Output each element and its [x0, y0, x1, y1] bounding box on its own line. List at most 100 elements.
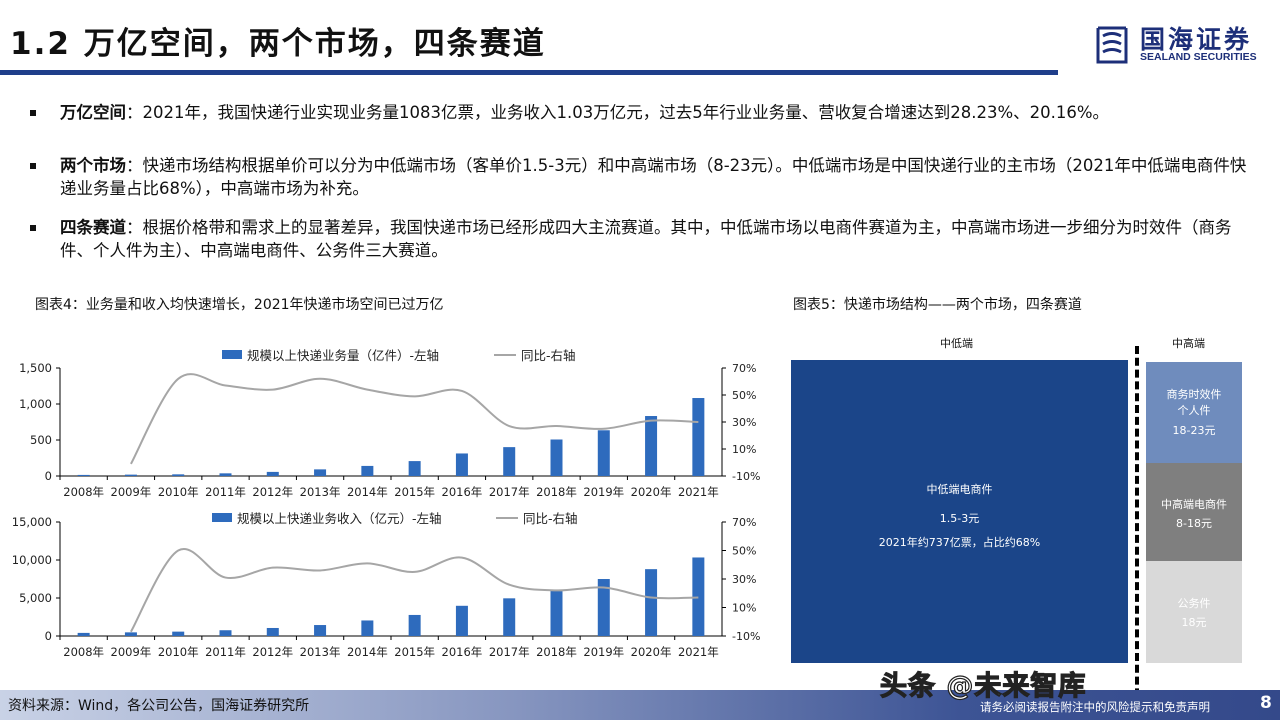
x-tick-label: 2009年 — [111, 485, 152, 499]
bar — [219, 630, 232, 636]
bullet-text: ：根据价格带和需求上的显著差异，我国快递市场已经形成四大主流赛道。其中，中低端市… — [60, 218, 1232, 260]
logo-text: 国海证券 — [1140, 25, 1253, 54]
x-tick-label: 2014年 — [347, 645, 388, 659]
disclaimer: 请务必阅读报告附注中的风险提示和免责声明 — [980, 700, 1210, 714]
bullet-four-tracks: 四条赛道：根据价格带和需求上的显著差异，我国快递市场已经形成四大主流赛道。其中，… — [30, 216, 1255, 262]
left-tick-label: 5,000 — [19, 591, 52, 605]
market-divider — [1135, 346, 1139, 720]
segment-price: 18-23元 — [1172, 424, 1216, 437]
x-tick-label: 2017年 — [489, 645, 530, 659]
right-tick-label: -10% — [732, 470, 760, 483]
segment-price: 1.5-3元 — [939, 512, 980, 525]
x-tick-label: 2021年 — [678, 645, 719, 659]
left-tick-label: 0 — [45, 469, 52, 483]
x-tick-label: 2016年 — [442, 485, 483, 499]
bullet-trillion-space: 万亿空间：2021年，我国快递行业实现业务量1083亿票，业务收入1.03万亿元… — [30, 101, 1255, 124]
right-tick-label: 30% — [732, 573, 756, 586]
right-tick-label: 50% — [732, 389, 756, 402]
bar — [172, 631, 185, 636]
bar — [503, 598, 516, 636]
bar — [124, 632, 137, 636]
express-charts: 0 500 1,000 1,500 -10% 10% 30% 50% 70% 2008年 2009年… — [12, 348, 760, 659]
official-segment: 公务件 18元 — [1146, 561, 1242, 663]
segment-name: 中低端电商件 — [926, 483, 993, 496]
legend-bar-label: 规模以上快递业务量（亿件）-左轴 — [247, 348, 439, 363]
x-tick-label: 2011年 — [205, 645, 246, 659]
low-end-label: 中低端 — [940, 337, 973, 350]
x-tick-label: 2019年 — [583, 485, 624, 499]
sealand-logo-icon — [1096, 26, 1128, 64]
right-tick-label: 70% — [732, 362, 756, 375]
left-tick-label: 1,000 — [19, 397, 52, 411]
right-tick-label: 50% — [732, 545, 756, 558]
footer-bar — [0, 690, 1280, 720]
bar — [361, 465, 374, 476]
legend-line-label: 同比-右轴 — [523, 511, 578, 526]
left-tick-label: 0 — [45, 629, 52, 643]
bar — [503, 447, 516, 476]
bar — [550, 439, 563, 476]
bar — [597, 430, 610, 476]
x-tick-label: 2018年 — [536, 645, 577, 659]
figure-caption-left: 图表4：业务量和收入均快速增长，2021年快递市场空间已过万亿 — [35, 297, 444, 313]
bar — [408, 614, 421, 636]
bullet-label: 万亿空间 — [60, 103, 126, 122]
x-tick-label: 2012年 — [252, 485, 293, 499]
bar — [597, 579, 610, 636]
x-tick-label: 2020年 — [631, 645, 672, 659]
right-tick-label: 10% — [732, 443, 756, 456]
bullet-text: ：2021年，我国快递行业实现业务量1083亿票，业务收入1.03万亿元，过去5… — [126, 103, 1110, 122]
bar — [645, 416, 658, 476]
title-divider — [0, 70, 1058, 75]
x-tick-label: 2021年 — [678, 485, 719, 499]
legend-bar-swatch — [212, 513, 232, 522]
bar — [266, 471, 279, 476]
right-tick-label: 10% — [732, 602, 756, 615]
bar — [692, 398, 705, 476]
high-end-ecommerce-segment: 中高端电商件 8-18元 — [1146, 463, 1242, 561]
low-end-ecommerce-block: 中低端电商件 1.5-3元 2021年约737亿票，占比约68% — [791, 360, 1128, 663]
bar — [124, 474, 137, 476]
x-tick-label: 2009年 — [111, 645, 152, 659]
x-tick-label: 2008年 — [63, 485, 104, 499]
right-tick-label: -10% — [732, 630, 760, 643]
bar — [455, 605, 468, 636]
x-tick-label: 2015年 — [394, 485, 435, 499]
bar — [361, 620, 374, 636]
x-tick-label: 2008年 — [63, 645, 104, 659]
bullet-icon — [30, 163, 36, 169]
x-tick-label: 2010年 — [158, 645, 199, 659]
right-tick-label: 70% — [732, 516, 756, 529]
legend-line-label: 同比-右轴 — [521, 348, 576, 363]
x-tick-label: 2013年 — [300, 645, 341, 659]
segment-name: 中高端电商件 — [1161, 498, 1227, 511]
bar — [314, 625, 327, 636]
bullet-label: 四条赛道 — [60, 218, 126, 237]
x-tick-label: 2018年 — [536, 485, 577, 499]
left-tick-label: 500 — [30, 433, 52, 447]
bar — [550, 590, 563, 636]
segment-price: 18元 — [1181, 616, 1207, 629]
left-tick-label: 1,500 — [19, 361, 52, 375]
yoy-growth-line — [130, 373, 699, 465]
high-end-label: 中高端 — [1172, 337, 1205, 350]
bullet-text: ：快递市场结构根据单价可以分为中低端市场（客单价1.5-3元）和中高端市场（8-… — [60, 156, 1247, 198]
source-note: 资料来源：Wind，各公司公告，国海证券研究所 — [8, 698, 310, 714]
segment-name-2: 个人件 — [1177, 404, 1211, 417]
bullet-label: 两个市场 — [60, 156, 126, 175]
x-tick-label: 2012年 — [252, 645, 293, 659]
figure-caption-right: 图表5：快递市场结构——两个市场，四条赛道 — [793, 297, 1082, 313]
bar — [77, 632, 90, 636]
x-tick-label: 2015年 — [394, 645, 435, 659]
express-time-segment: 商务时效件 个人件 18-23元 — [1146, 362, 1242, 463]
x-tick-label: 2016年 — [442, 645, 483, 659]
page-number: 8 — [1260, 693, 1272, 713]
segment-note: 2021年约737亿票，占比约68% — [878, 536, 1041, 549]
bar — [645, 569, 658, 636]
x-tick-label: 2011年 — [205, 485, 246, 499]
bar — [455, 453, 468, 476]
bar — [408, 461, 421, 476]
bar — [266, 627, 279, 636]
segment-price: 8-18元 — [1176, 517, 1212, 530]
watermark: 头条 @未来智库 — [879, 670, 1087, 702]
